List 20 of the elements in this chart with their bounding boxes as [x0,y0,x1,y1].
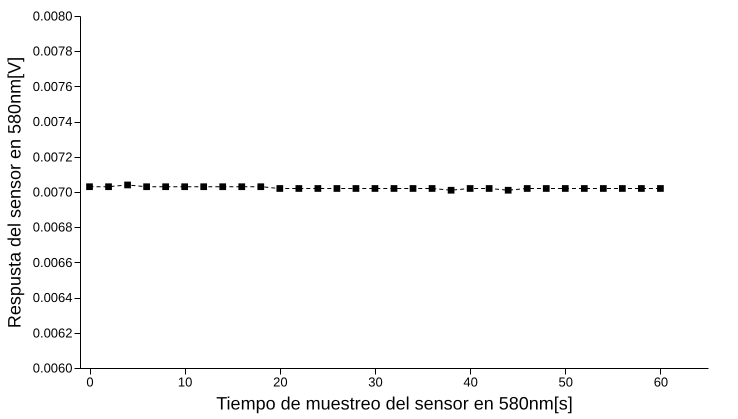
y-tick-label: 0.0076 [32,78,72,94]
x-tick-label: 50 [558,374,574,390]
y-tick-label: 0.0070 [32,184,72,200]
y-tick-label: 0.0066 [32,254,72,270]
x-tick-label: 60 [654,374,668,390]
x-axis-title: Tiempo de muestreo del sensor en 580nm[s] [216,394,573,414]
y-tick-label: 0.0062 [32,325,72,340]
x-tick-label: 40 [463,374,478,390]
y-tick-label: 0.0078 [32,44,72,59]
y-tick-label: 0.0072 [32,149,72,164]
y-tick-label: 0.0080 [32,8,72,24]
y-tick-label: 0.0074 [32,114,72,130]
x-tick-label: 20 [273,374,288,390]
x-tick-label: 30 [368,374,383,390]
y-tick-label: 0.0060 [32,360,72,376]
y-axis-title: Respusta del sensor en 580nm[V] [4,56,25,328]
y-tick-label: 0.0068 [32,220,72,235]
y-tick-label: 0.0064 [32,290,72,306]
x-tick-label: 10 [178,374,192,390]
x-tick-label: 0 [86,374,94,390]
